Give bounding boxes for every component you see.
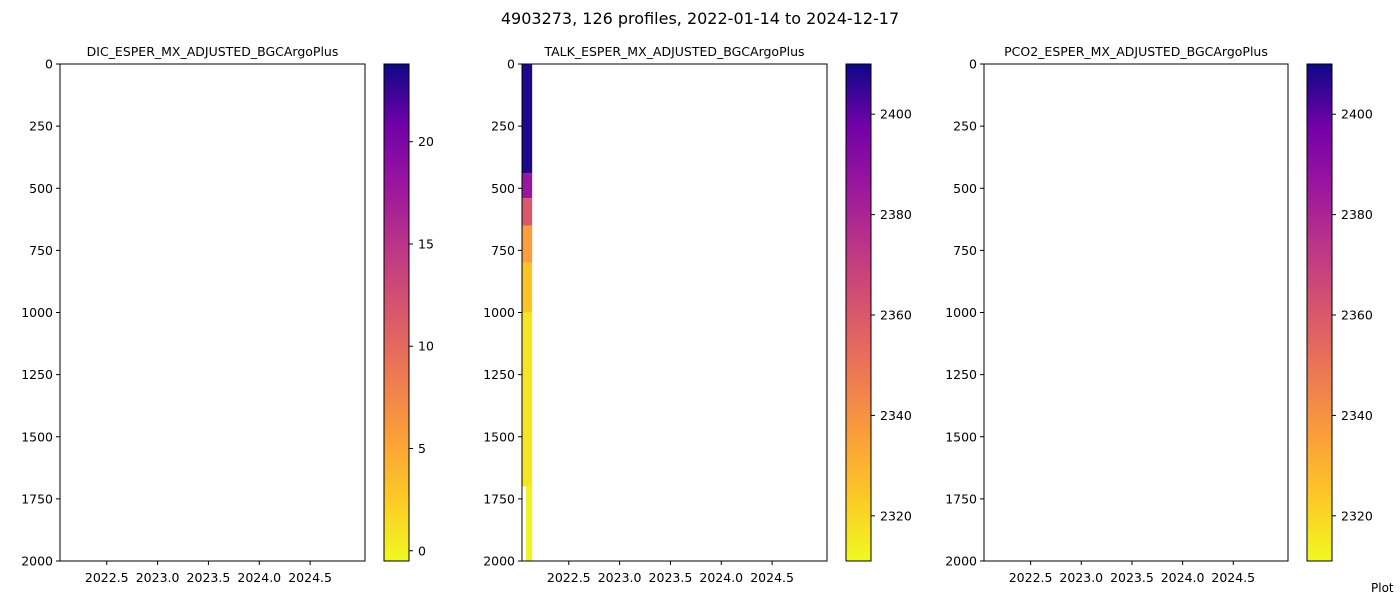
y-tick-label: 1750 (483, 491, 515, 506)
chart-panel-3: PCO2_ESPER_MX_ADJUSTED_BGCArgoPlus 0 250 50… (945, 44, 1373, 585)
plot-credit: Plot (1371, 581, 1394, 595)
y-tick-label: 750 (491, 243, 515, 258)
y-tick-label: 500 (953, 181, 977, 196)
colorbar-tick-label: 5 (418, 441, 426, 456)
x-tick-label: 2023.0 (598, 570, 642, 585)
axes-frame (983, 63, 1289, 562)
x-tick-label: 2023.5 (187, 570, 231, 585)
x-tick-label: 2024.5 (288, 570, 332, 585)
y-tick-label: 1500 (483, 429, 515, 444)
y-tick-label: 500 (29, 181, 53, 196)
y-tick-label: 500 (491, 181, 515, 196)
y-tick-label: 1750 (21, 491, 53, 506)
heatmap-cell (522, 262, 533, 313)
chart-panel-1: DIC_ESPER_MX_ADJUSTED_BGCArgoPlus 0 250 500… (21, 44, 434, 585)
y-tick-label: 1250 (483, 367, 515, 382)
colorbar (845, 63, 872, 562)
x-tick-label: 2024.0 (1161, 570, 1205, 585)
chart-panels: DIC_ESPER_MX_ADJUSTED_BGCArgoPlus0250500… (21, 44, 1373, 585)
colorbar (1306, 63, 1333, 562)
y-tick-label: 250 (29, 119, 53, 134)
y-tick-label: 2000 (21, 554, 53, 569)
colorbar-tick-label: 2400 (1341, 107, 1373, 122)
y-tick-label: 2000 (483, 554, 515, 569)
y-tick-label: 1000 (21, 305, 53, 320)
x-tick-label: 2024.5 (750, 570, 794, 585)
y-tick-label: 1750 (945, 491, 977, 506)
x-tick-label: 2023.5 (649, 570, 693, 585)
chart-panel-2: TALK_ESPER_MX_ADJUSTED_BGCArgoPlus 0 250 50… (483, 44, 912, 585)
y-tick-label: 1250 (945, 367, 977, 382)
y-tick-label: 1000 (483, 305, 515, 320)
x-tick-label: 2024.0 (699, 570, 743, 585)
colorbar-tick-label: 2360 (1341, 308, 1373, 323)
x-tick-label: 2022.5 (547, 570, 591, 585)
axes-frame (521, 63, 828, 562)
x-tick-label: 2023.0 (1059, 570, 1103, 585)
colorbar-tick-label: 2320 (880, 508, 912, 523)
y-tick-label: 0 (45, 57, 53, 72)
y-tick-label: 750 (29, 243, 53, 258)
colorbar-tick-label: 2380 (1341, 207, 1373, 222)
x-tick-label: 2024.5 (1211, 570, 1255, 585)
x-tick-label: 2024.0 (237, 570, 281, 585)
axes-frame (59, 63, 366, 562)
colorbar-tick-label: 2320 (1341, 508, 1373, 523)
y-tick-label: 250 (491, 119, 515, 134)
x-tick-label: 2023.0 (136, 570, 180, 585)
y-tick-label: 1500 (945, 429, 977, 444)
colorbar-tick-label: 15 (418, 236, 434, 251)
colorbar-tick-label: 2380 (880, 207, 912, 222)
colorbar-tick-label: 0 (418, 543, 426, 558)
subplot-title: TALK_ESPER_MX_ADJUSTED_BGCArgoPlus (543, 44, 804, 59)
heatmap-cell (522, 173, 533, 199)
heatmap-cell (522, 198, 533, 226)
y-tick-label: 1250 (21, 367, 53, 382)
colorbar-tick-label: 2340 (880, 408, 912, 423)
heatmap-cell (526, 486, 533, 561)
x-tick-label: 2023.5 (1110, 570, 1154, 585)
heatmap-cell (522, 64, 533, 174)
y-tick-label: 250 (953, 119, 977, 134)
x-tick-label: 2022.5 (1009, 570, 1053, 585)
y-tick-label: 0 (969, 57, 977, 72)
colorbar-tick-label: 2340 (1341, 408, 1373, 423)
heatmap-cell (522, 225, 533, 263)
x-tick-label: 2022.5 (85, 570, 129, 585)
y-tick-label: 1500 (21, 429, 53, 444)
colorbar-tick-label: 20 (418, 134, 434, 149)
y-tick-label: 0 (507, 57, 515, 72)
subplot-title: DIC_ESPER_MX_ADJUSTED_BGCArgoPlus (87, 44, 339, 59)
y-tick-label: 1000 (945, 305, 977, 320)
colorbar-tick-label: 2400 (880, 107, 912, 122)
y-tick-label: 2000 (945, 554, 977, 569)
subplot-title: PCO2_ESPER_MX_ADJUSTED_BGCArgoPlus (1004, 44, 1268, 59)
heatmap-cell (522, 312, 533, 487)
colorbar (383, 63, 410, 562)
colorbar-tick-label: 10 (418, 339, 434, 354)
colorbar-tick-label: 2360 (880, 308, 912, 323)
y-tick-label: 750 (953, 243, 977, 258)
figure-suptitle: 4903273, 126 profiles, 2022-01-14 to 202… (501, 9, 899, 28)
